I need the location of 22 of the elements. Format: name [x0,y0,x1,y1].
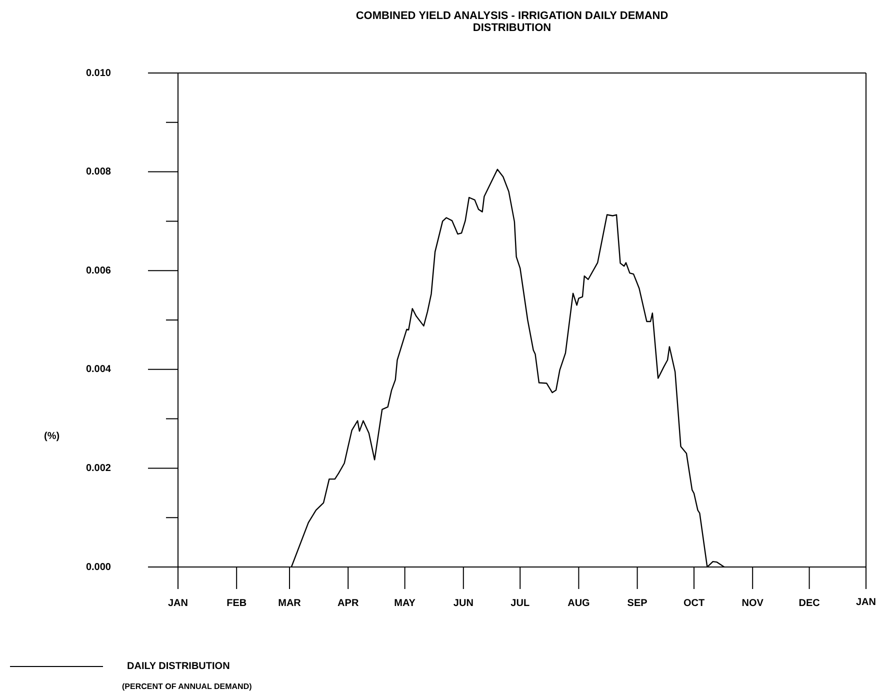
x-tick-label: FEB [226,598,247,609]
x-tick-label: MAY [394,598,416,609]
y-tick-label: 0.002 [86,462,112,474]
x-tick-label: JAN [168,598,188,609]
x-tick-label: DEC [798,598,820,609]
y-tick-label: 0.010 [86,68,112,79]
x-tick-label: JUL [510,598,530,609]
y-tick-label: 0.006 [86,265,112,276]
x-tick-label: SEP [627,598,648,609]
y-axis-title: (%) [44,431,60,442]
text: DAILY DISTRIBUTION [127,660,230,672]
x-tick-label: OCT [683,598,705,609]
x-tick-label: NOV [742,598,764,609]
y-tick-label: 0.004 [86,364,112,376]
y-tick-label: 0.000 [86,562,112,573]
chart-title: COMBINED YIELD ANALYSIS - IRRIGATION DAILY DEMAND DISTRIBUTION [354,10,670,34]
y-tick-label: 0.008 [86,166,112,178]
x-tick-label: JUN [453,598,474,609]
x-tick-label: AUG [568,598,590,609]
x-tick-label: MAR [278,598,302,609]
text: (PERCENT OF ANNUAL DEMAND) [122,682,252,691]
x-tick-label: APR [338,598,360,609]
